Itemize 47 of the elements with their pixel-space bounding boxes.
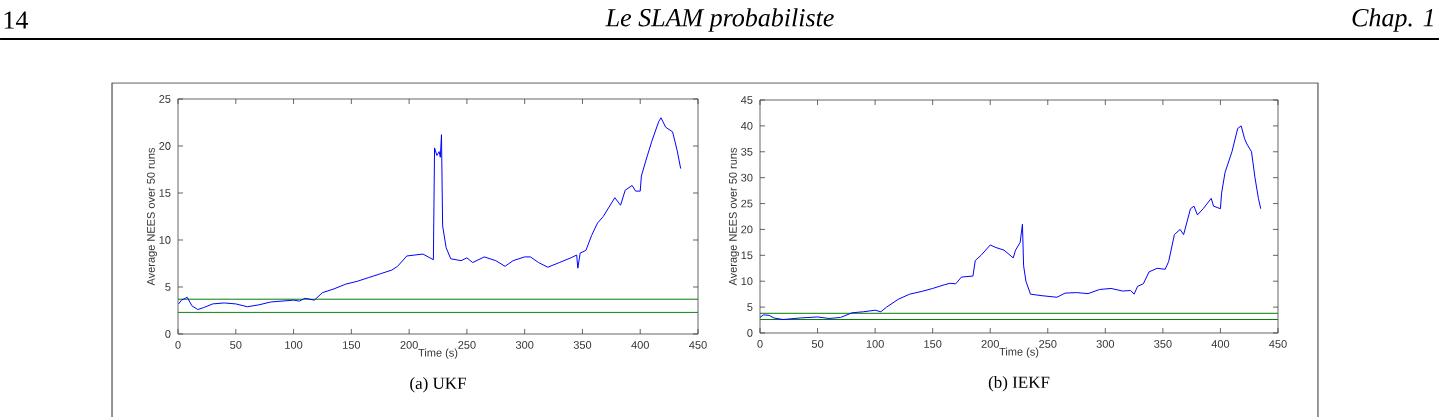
x-tick-label: 150 — [343, 341, 361, 349]
x-tick-label: 350 — [1154, 340, 1172, 348]
x-tick-label: 100 — [285, 341, 303, 349]
y-tick-label: 30 — [741, 173, 753, 182]
x-tick-label: 200 — [981, 340, 999, 348]
x-tick-label: 250 — [458, 341, 476, 349]
y-tick-label: 45 — [740, 96, 753, 104]
x-tick-label: 450 — [1269, 340, 1287, 348]
y-tick-label: 20 — [159, 142, 171, 150]
x-tick-label: 350 — [573, 341, 592, 349]
text: 14 — [4, 11, 29, 29]
x-tick-label: 300 — [515, 341, 534, 349]
x-tick-label: 200 — [400, 341, 418, 349]
text: (b) IEKF — [988, 376, 1050, 392]
y-tick-label: 10 — [741, 277, 753, 286]
y-tick-label: 40 — [740, 121, 753, 130]
y-tick-label: 25 — [741, 199, 753, 208]
x-tick-label: 0 — [757, 340, 763, 348]
y-tick-label: 25 — [159, 95, 171, 103]
x-tick-label: 0 — [175, 341, 181, 349]
text: Le SLAM probabiliste — [605, 8, 834, 32]
line-series — [760, 125, 1262, 321]
y-tick-label: 5 — [165, 283, 171, 291]
x-axis-title: Time (s) — [418, 348, 458, 359]
y-tick-label: 10 — [159, 236, 171, 244]
y-axis-title: Average NEES over 50 runs — [729, 147, 739, 286]
line-series — [178, 117, 682, 311]
x-tick-label: 300 — [1096, 340, 1115, 348]
x-tick-label: 250 — [1039, 340, 1057, 348]
text: Chap. 1 — [1352, 8, 1433, 32]
y-tick-label: 15 — [741, 251, 753, 260]
y-axis-title: Average NEES over 50 runs — [147, 147, 157, 286]
x-tick-label: 450 — [689, 341, 707, 349]
y-tick-label: 0 — [165, 330, 171, 338]
y-tick-label: 5 — [747, 303, 753, 311]
x-tick-label: 150 — [924, 340, 942, 348]
y-tick-label: 20 — [741, 225, 753, 234]
y-tick-label: 15 — [159, 189, 171, 197]
x-tick-label: 100 — [866, 340, 884, 348]
x-axis-title: Time (s) — [999, 347, 1039, 358]
y-tick-label: 35 — [741, 147, 753, 156]
x-tick-label: 400 — [631, 341, 649, 349]
x-tick-label: 400 — [1211, 340, 1230, 348]
x-tick-label: 50 — [230, 341, 242, 349]
y-tick-label: 0 — [747, 329, 753, 337]
text: (a) UKF — [410, 377, 466, 393]
x-tick-label: 50 — [811, 340, 824, 348]
